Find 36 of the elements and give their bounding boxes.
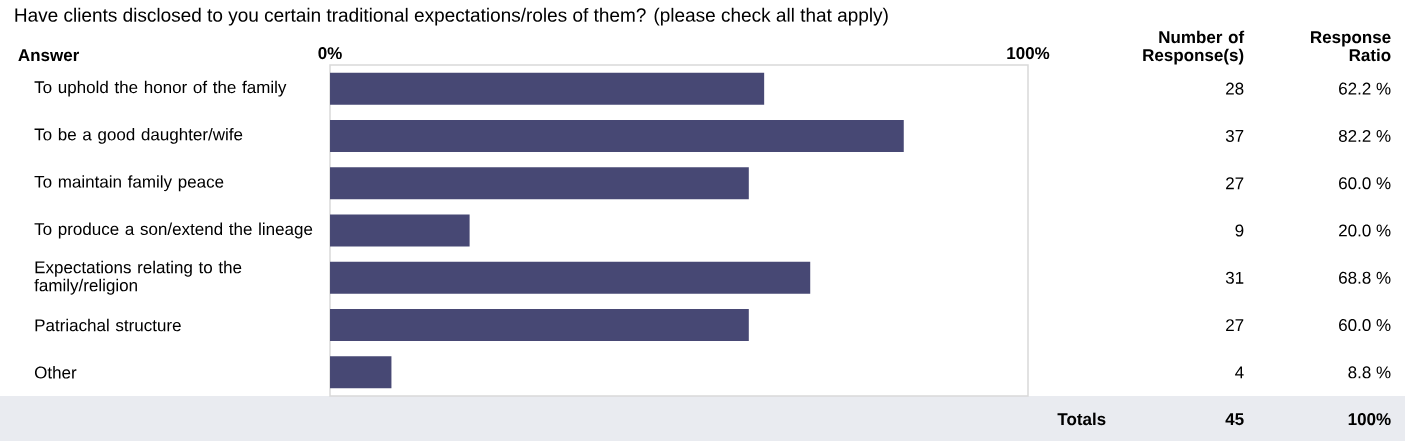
text: Number of Response(s) <box>1143 30 1245 65</box>
text: 45 <box>1225 413 1244 426</box>
bar <box>330 261 811 294</box>
y-tick-label: Patriachal structure <box>35 318 181 332</box>
bar <box>330 119 904 152</box>
data-label: 60.0 % <box>1339 177 1391 190</box>
x-tick-label: 0% <box>318 47 342 60</box>
bar <box>330 214 470 247</box>
data-label: 68.8 % <box>1339 271 1391 284</box>
text: 37 <box>1225 129 1244 142</box>
bar <box>330 72 765 105</box>
text: 9 <box>1235 224 1244 237</box>
text: 28 <box>1226 82 1244 95</box>
y-tick-label: To be a good daughter/wife <box>34 128 243 144</box>
text: 100% <box>1348 413 1391 426</box>
y-tick-label: To produce a son/extend the lineage <box>34 222 313 239</box>
chart-title: Have clients disclosed to you certain traditional expectations/roles of them? (please check all that apply) <box>15 7 888 26</box>
data-label: 62.2 % <box>1339 82 1391 95</box>
bar <box>330 167 749 200</box>
text: 4 <box>1235 366 1244 379</box>
data-label: 20.0 % <box>1339 224 1391 237</box>
y-tick-label: To maintain family peace <box>34 175 224 192</box>
data-label: 60.0 % <box>1339 319 1391 332</box>
bar <box>330 356 392 389</box>
data-label: 82.2 % <box>1338 129 1391 142</box>
data-label: 8.8 % <box>1348 366 1391 379</box>
bar <box>330 309 749 342</box>
text: Answer <box>18 49 80 62</box>
y-tick-label: Expectations relating to the family/religion <box>34 260 242 295</box>
text: 27 <box>1226 319 1244 331</box>
text: Totals <box>1057 412 1106 426</box>
text: 31 <box>1225 271 1244 284</box>
y-tick-label: To uphold the honor of the family <box>34 80 287 97</box>
text: 27 <box>1226 177 1244 190</box>
y-tick-label: Other <box>34 366 77 379</box>
text: Response Ratio <box>1311 31 1391 62</box>
